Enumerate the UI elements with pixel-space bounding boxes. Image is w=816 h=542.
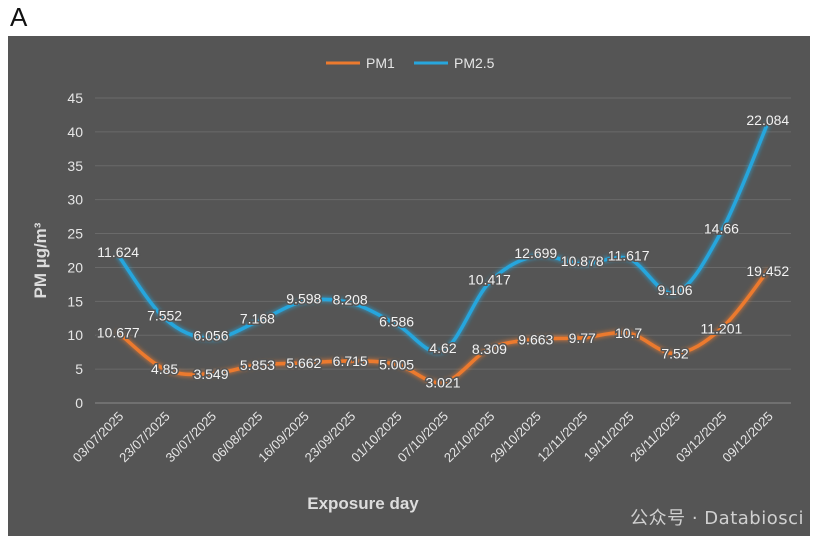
data-point bbox=[487, 347, 491, 351]
data-point bbox=[719, 326, 723, 330]
data-label: 9.106 bbox=[657, 282, 692, 298]
data-label: 8.309 bbox=[472, 341, 507, 357]
data-point bbox=[627, 257, 631, 261]
data-label: 6.056 bbox=[193, 328, 228, 344]
data-label: 14.66 bbox=[704, 221, 739, 237]
data-label: 5.853 bbox=[240, 357, 275, 373]
y-tick-label: 15 bbox=[67, 293, 83, 309]
data-point bbox=[673, 291, 677, 295]
data-point bbox=[302, 361, 306, 365]
y-tick-label: 30 bbox=[67, 192, 83, 208]
data-label: 10.677 bbox=[97, 325, 140, 341]
data-point bbox=[395, 362, 399, 366]
data-label: 8.208 bbox=[333, 292, 368, 308]
data-label: 9.77 bbox=[569, 330, 596, 346]
legend-label: PM1 bbox=[366, 55, 395, 71]
data-label: 3.549 bbox=[193, 366, 228, 382]
data-label: 10.878 bbox=[561, 253, 604, 269]
data-label: 4.85 bbox=[151, 361, 178, 377]
data-point bbox=[534, 337, 538, 341]
data-label: 22.084 bbox=[746, 112, 789, 128]
data-label: 9.663 bbox=[518, 331, 553, 347]
y-tick-label: 10 bbox=[67, 327, 83, 343]
data-label: 11.624 bbox=[97, 244, 139, 260]
data-label: 12.699 bbox=[514, 245, 557, 261]
data-point bbox=[534, 254, 538, 258]
data-point bbox=[441, 381, 445, 385]
data-point bbox=[395, 322, 399, 326]
panel-label: A bbox=[10, 2, 28, 32]
data-label: 3.021 bbox=[425, 375, 460, 391]
data-label: 9.598 bbox=[286, 290, 321, 306]
x-tick-label: 09/12/2025 bbox=[719, 409, 776, 466]
data-label: 7.52 bbox=[661, 346, 688, 362]
data-point bbox=[163, 316, 167, 320]
data-label: 10.417 bbox=[468, 271, 511, 287]
data-point bbox=[719, 230, 723, 234]
data-label: 6.715 bbox=[333, 353, 368, 369]
data-label: 7.168 bbox=[240, 311, 275, 327]
data-point bbox=[116, 331, 120, 335]
data-point bbox=[255, 320, 259, 324]
y-tick-label: 35 bbox=[67, 158, 83, 174]
data-label: 4.62 bbox=[429, 340, 456, 356]
line-chart: 05101520253035404503/07/202523/07/202530… bbox=[31, 55, 791, 513]
watermark-text: 公众号 · Databiosci bbox=[630, 508, 804, 529]
data-point bbox=[116, 253, 120, 257]
data-point bbox=[209, 337, 213, 341]
data-label: 7.552 bbox=[147, 307, 182, 323]
data-point bbox=[209, 372, 213, 376]
y-tick-label: 25 bbox=[67, 226, 83, 242]
y-tick-label: 40 bbox=[67, 124, 83, 140]
data-point bbox=[580, 336, 584, 340]
data-point bbox=[163, 367, 167, 371]
data-point bbox=[302, 299, 306, 303]
chart-area: 0 5 10 15 20 25 30 35 40 45 03/07/2025 23/07/2025 30… bbox=[8, 36, 810, 536]
y-tick-label: 20 bbox=[67, 259, 83, 275]
x-tick-label: 29/10/2025 bbox=[487, 409, 544, 466]
y-tick-label: 0 bbox=[75, 395, 83, 411]
data-label: 11.201 bbox=[701, 320, 743, 336]
data-point bbox=[766, 269, 770, 273]
data-point bbox=[441, 349, 445, 353]
data-point bbox=[348, 301, 352, 305]
data-label: 11.617 bbox=[608, 248, 650, 264]
data-label: 5.005 bbox=[379, 356, 414, 372]
y-axis-title: PM µg/m³ bbox=[31, 222, 50, 298]
data-label: 5.662 bbox=[286, 355, 321, 371]
data-label: 6.586 bbox=[379, 313, 414, 329]
data-point bbox=[348, 359, 352, 363]
series-line-pm25 bbox=[116, 121, 770, 354]
data-point bbox=[766, 121, 770, 125]
y-tick-label: 45 bbox=[67, 90, 83, 106]
x-axis-title: Exposure day bbox=[307, 494, 419, 513]
data-point bbox=[487, 280, 491, 284]
y-tick-label: 5 bbox=[75, 361, 83, 377]
data-point bbox=[673, 352, 677, 356]
data-point bbox=[255, 363, 259, 367]
data-label: 10.7 bbox=[615, 325, 642, 341]
data-point bbox=[627, 331, 631, 335]
data-point bbox=[580, 262, 584, 266]
data-label: 19.452 bbox=[746, 263, 789, 279]
legend-label: PM2.5 bbox=[454, 55, 495, 71]
